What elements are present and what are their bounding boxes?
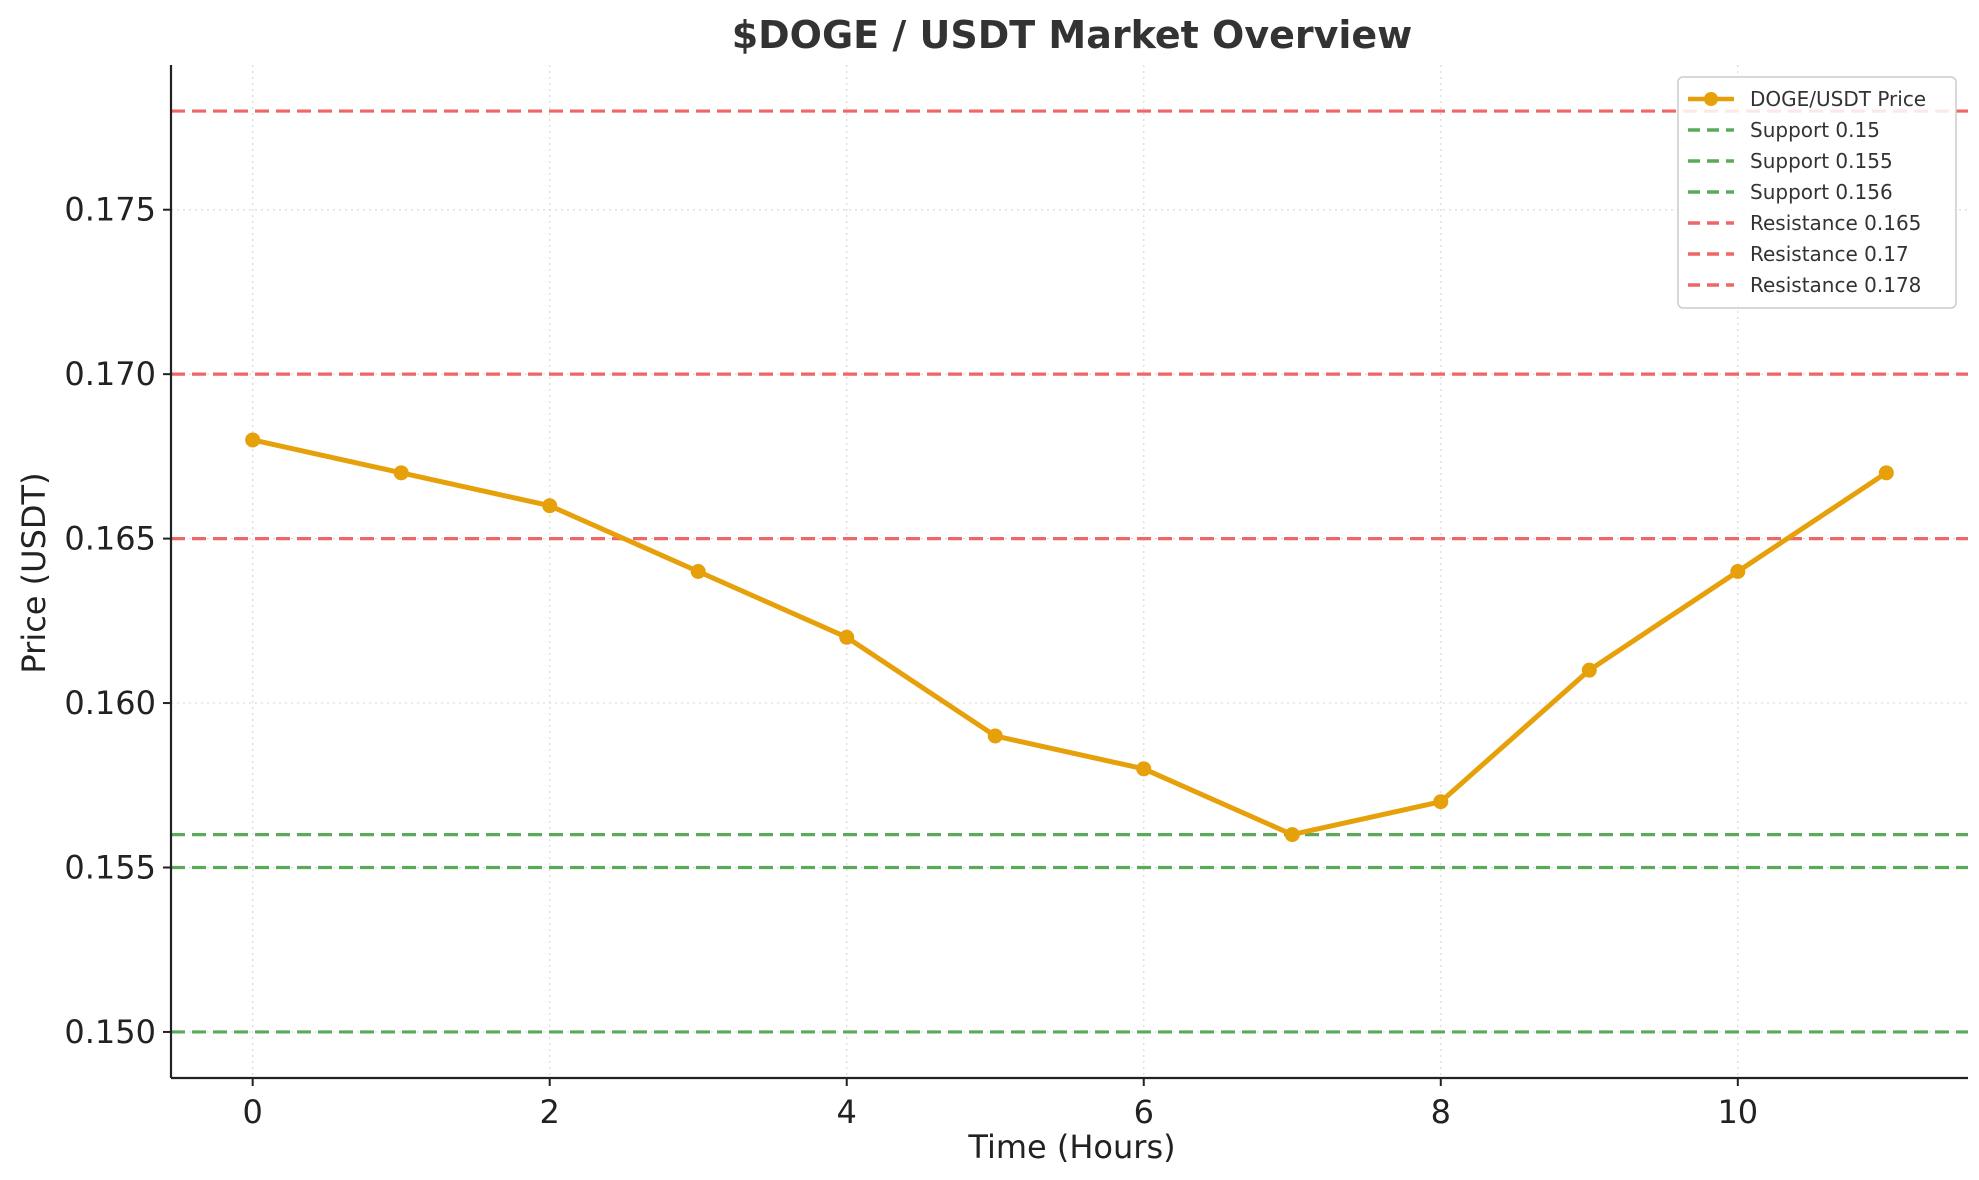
data-point xyxy=(1730,564,1746,579)
legend-entry-label: Resistance 0.17 xyxy=(1750,242,1909,266)
x-axis-label: Time (Hours) xyxy=(967,1128,1175,1166)
x-tick-label: 2 xyxy=(540,1093,560,1131)
series-layer xyxy=(245,432,1894,843)
data-point xyxy=(1284,827,1300,843)
y-tick-label: 0.165 xyxy=(64,520,156,558)
y-tick-label: 0.160 xyxy=(64,684,156,722)
data-point xyxy=(1433,794,1449,810)
data-point xyxy=(393,465,409,481)
x-tick-label: 10 xyxy=(1717,1093,1758,1131)
data-point xyxy=(245,432,261,448)
x-tick-label: 4 xyxy=(837,1093,857,1131)
x-tick-label: 8 xyxy=(1431,1093,1451,1131)
legend-entry-label: Support 0.155 xyxy=(1750,149,1893,173)
data-point xyxy=(987,728,1003,744)
ticks-layer: 0 2 4 6 8 10 0.150 0.155 0.160 0.165 0.170 0.175 xyxy=(64,191,1758,1131)
chart-title: $DOGE / USDT Market Overview xyxy=(732,13,1413,57)
y-tick-label: 0.150 xyxy=(64,1013,156,1051)
x-tick-label: 6 xyxy=(1134,1093,1154,1131)
x-tick-label: 0 xyxy=(243,1093,263,1131)
legend-entry-label: Support 0.15 xyxy=(1750,118,1880,142)
y-tick-label: 0.170 xyxy=(64,355,156,393)
series-line xyxy=(250,437,1889,838)
data-point xyxy=(690,564,706,579)
legend-entry-label: Support 0.156 xyxy=(1750,180,1893,204)
legend-entry-label: DOGE/USDT Price xyxy=(1750,87,1926,111)
y-tick-label: 0.155 xyxy=(64,849,156,887)
reference-lines xyxy=(171,109,1968,1034)
data-point xyxy=(1136,761,1152,777)
axes-layer xyxy=(169,65,1968,1080)
y-axis-label: Price (USDT) xyxy=(15,472,53,673)
data-point xyxy=(839,629,855,645)
legend: DOGE/USDT Price Support 0.15 Support 0.155… xyxy=(1677,76,1957,309)
legend-entry-label: Resistance 0.165 xyxy=(1750,211,1921,235)
legend-entry-label: Resistance 0.178 xyxy=(1750,273,1921,297)
legend-box xyxy=(1677,76,1957,309)
data-point xyxy=(542,498,558,514)
data-point xyxy=(1878,465,1894,481)
y-tick-label: 0.175 xyxy=(64,191,156,229)
data-point xyxy=(1581,662,1597,678)
legend-marker xyxy=(1704,92,1718,106)
